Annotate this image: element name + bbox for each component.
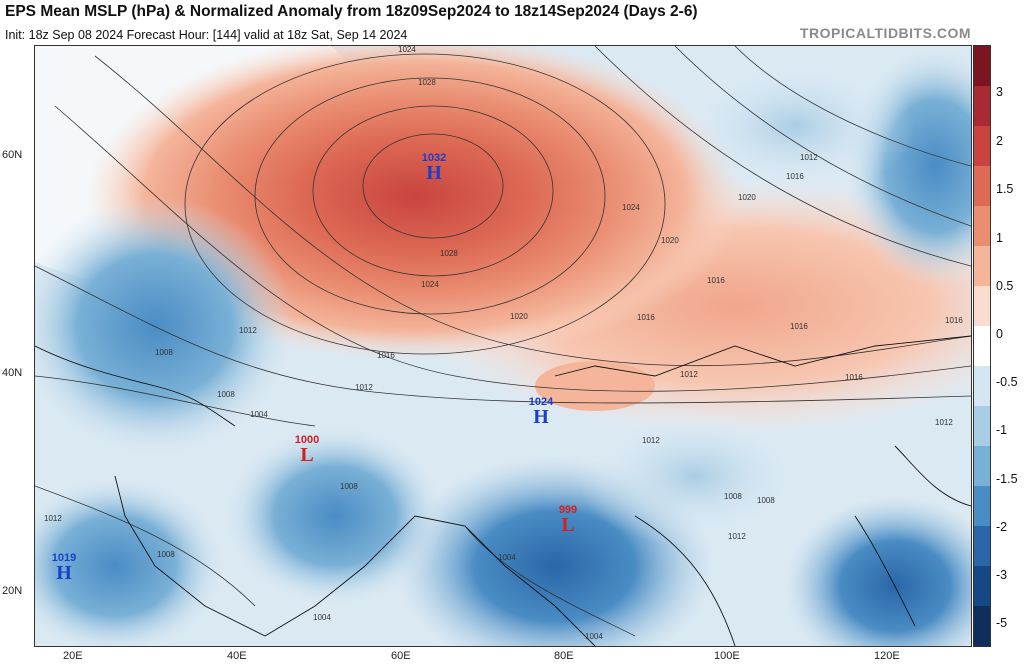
isobar-label: 1024: [421, 280, 439, 289]
system-value: 1032: [421, 152, 447, 164]
colorbar-segment: [974, 246, 990, 287]
isobar-label: 1008: [217, 390, 235, 399]
isobar-label: 1012: [239, 326, 257, 335]
isobar-label: 1004: [313, 613, 331, 622]
colorbar-segment: [974, 406, 990, 447]
isobar-label: 1008: [724, 492, 742, 501]
colorbar-label: -3: [996, 568, 1008, 582]
system-symbol: H: [533, 406, 549, 428]
colorbar-label: 1: [996, 231, 1003, 245]
isobar-label: 1028: [418, 78, 436, 87]
lon-label-80e: 80E: [554, 650, 574, 662]
colorbar-segment: [974, 486, 990, 527]
isobar-label: 1016: [786, 172, 804, 181]
colorbar-segment: [974, 206, 990, 247]
isobar-label: 1028: [440, 249, 458, 258]
colorbar-segment: [974, 446, 990, 487]
lon-label-100e: 100E: [714, 650, 740, 662]
colorbar-segment: [974, 286, 990, 327]
lon-label-60e: 60E: [391, 650, 411, 662]
isobar-label: 1024: [622, 203, 640, 212]
low-pressure-center-1000: 1000 L: [285, 434, 329, 466]
isobar-label: 1004: [250, 410, 268, 419]
isobar-label: 1008: [757, 496, 775, 505]
colorbar-label: 0.5: [996, 279, 1014, 293]
system-value: 999: [558, 504, 578, 516]
map-panel: [34, 45, 972, 647]
isobar-label: 1004: [585, 632, 603, 641]
isobar-label: 1012: [44, 514, 62, 523]
isobar-label: 1012: [935, 418, 953, 427]
isobar-label: 1008: [340, 482, 358, 491]
isobar-label: 1012: [642, 436, 660, 445]
colorbar-label: -5: [996, 616, 1008, 630]
isobar-label: 1012: [355, 383, 373, 392]
header: EPS Mean MSLP (hPa) & Normalized Anomaly…: [5, 3, 1019, 45]
lat-label-40n: 40N: [2, 367, 23, 379]
colorbar-segment: [974, 46, 990, 87]
isobar-label: 1020: [738, 193, 756, 202]
colorbar: [973, 45, 991, 647]
colorbar-segment: [974, 526, 990, 567]
colorbar-label: -2: [996, 520, 1008, 534]
high-pressure-center-1024: 1024 H: [519, 396, 563, 428]
colorbar-segment: [974, 86, 990, 127]
lon-label-20e: 20E: [63, 650, 83, 662]
brand-watermark[interactable]: TROPICALTIDBITS.COM: [799, 25, 971, 41]
lon-label-40e: 40E: [227, 650, 247, 662]
system-value: 1024: [528, 396, 554, 408]
colorbar-segment: [974, 606, 990, 647]
colorbar-label: 1.5: [996, 182, 1014, 196]
isobar-label: 1016: [945, 316, 963, 325]
colorbar-segment: [974, 566, 990, 607]
lon-label-120e: 120E: [874, 650, 900, 662]
lat-label-60n: 60N: [2, 149, 23, 161]
system-symbol: H: [426, 162, 442, 184]
isobar-label: 1008: [157, 550, 175, 559]
isobar-label: 1016: [637, 313, 655, 322]
colorbar-segment: [974, 166, 990, 207]
system-symbol: H: [56, 562, 72, 584]
isobar-label: 1016: [790, 322, 808, 331]
system-value: 1000: [294, 434, 320, 446]
isobar-label: 1020: [510, 312, 528, 321]
isobar-label: 1020: [661, 236, 679, 245]
map-subtitle: Init: 18z Sep 08 2024 Forecast Hour: [14…: [5, 28, 408, 42]
isobar-label: 1008: [155, 348, 173, 357]
colorbar-label: 2: [996, 134, 1003, 148]
isobar-label: 1012: [680, 370, 698, 379]
low-pressure-center-999: 999 L: [546, 504, 590, 536]
isobar-label: 1016: [377, 351, 395, 360]
system-symbol: L: [300, 444, 314, 466]
colorbar-label: 3: [996, 85, 1003, 99]
isobar-label: 1016: [845, 373, 863, 382]
colorbar-segment: [974, 366, 990, 407]
high-pressure-center-1032: 1032 H: [412, 152, 456, 184]
lat-label-20n: 20N: [2, 585, 23, 597]
anomaly-field: [35, 46, 971, 646]
isobar-label: 1004: [498, 553, 516, 562]
isobar-label: 1012: [728, 532, 746, 541]
colorbar-label: -0.5: [996, 375, 1018, 389]
system-value: 1019: [51, 552, 77, 564]
isobar-label: 1012: [800, 153, 818, 162]
isobar-label: 1016: [707, 276, 725, 285]
system-symbol: L: [561, 514, 575, 536]
colorbar-label: -1.5: [996, 472, 1018, 486]
colorbar-segment: [974, 326, 990, 367]
colorbar-segment: [974, 126, 990, 167]
colorbar-gradient: [974, 46, 990, 647]
isobar-label: 1024: [398, 45, 416, 54]
map-title: EPS Mean MSLP (hPa) & Normalized Anomaly…: [5, 3, 698, 20]
high-pressure-center-1019: 1019 H: [42, 552, 86, 584]
colorbar-label: 0: [996, 327, 1003, 341]
colorbar-label: -1: [996, 423, 1008, 437]
